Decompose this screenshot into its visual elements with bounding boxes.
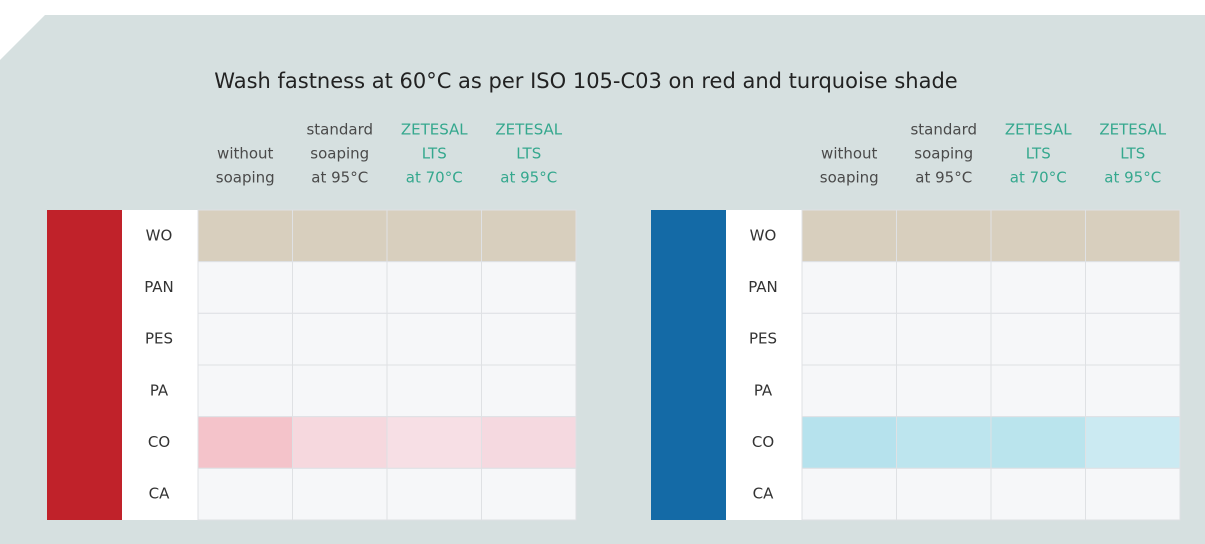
column-header: at 95°C [915,169,972,187]
fabric-swatch [1085,209,1181,263]
column-header: LTS [422,145,447,163]
fabric-swatch [197,261,293,314]
fabric-swatch [197,312,293,366]
fabric-swatch [801,312,897,366]
shade-bar [47,210,122,520]
fabric-swatch [481,467,577,521]
fabric-swatch [481,416,577,469]
row-label: CA [753,485,774,503]
fabric-swatch [481,312,577,366]
row-label: PAN [144,278,174,296]
fabric-swatch [1085,467,1181,521]
fabric-swatch [386,261,482,314]
column-header: at 70°C [1010,169,1067,187]
row-label: CO [148,433,170,451]
fabric-swatch [386,364,482,418]
fabric-swatch [197,416,293,469]
column-header: at 95°C [1104,169,1161,187]
label-column [122,210,198,520]
column-header: soaping [310,145,369,163]
fabric-swatch [990,467,1086,521]
row-label: CO [752,433,774,451]
fabric-swatch [386,416,482,469]
fabric-swatch [896,416,992,469]
column-header: LTS [516,145,541,163]
fabric-swatch [481,261,577,314]
fabric-swatch [481,209,577,263]
fabric-swatch [197,467,293,521]
column-header: at 95°C [500,169,557,187]
fabric-swatch [292,209,388,263]
fabric-swatch [990,261,1086,314]
row-label: CA [149,485,170,503]
column-header: ZETESAL [1099,121,1166,139]
fabric-swatch [292,467,388,521]
fabric-swatch [1085,261,1181,314]
fabric-swatch [990,364,1086,418]
fabric-swatch [896,467,992,521]
fabric-swatch [1085,364,1181,418]
column-header: LTS [1026,145,1051,163]
column-header: standard [910,121,977,139]
row-label: PA [754,381,773,399]
row-label: PES [749,330,777,348]
row-label: PAN [748,278,778,296]
shade-bar [651,210,726,520]
column-header: soaping [216,169,275,187]
fabric-swatch [896,364,992,418]
fabric-swatch [990,312,1086,366]
row-label: WO [146,226,173,244]
column-header: at 70°C [406,169,463,187]
row-label: PA [150,381,169,399]
title: Wash fastness at 60°C as per ISO 105-C03… [214,69,957,93]
fabric-swatch [292,364,388,418]
fabric-swatch [197,209,293,263]
fabric-swatch [386,209,482,263]
column-header: soaping [914,145,973,163]
column-header: ZETESAL [1005,121,1072,139]
fabric-swatch [1085,312,1181,366]
fabric-swatch [386,312,482,366]
fabric-swatch [801,209,897,263]
fabric-swatch [801,261,897,314]
column-header: without [217,145,274,163]
fabric-swatch [386,467,482,521]
fabric-swatch [1085,416,1181,469]
fabric-swatch [292,261,388,314]
fabric-swatch [801,364,897,418]
fabric-swatch [292,416,388,469]
fabric-swatch [801,416,897,469]
fabric-swatch [990,416,1086,469]
column-header: ZETESAL [495,121,562,139]
fabric-swatch [896,261,992,314]
fabric-swatch [896,209,992,263]
column-header: soaping [820,169,879,187]
label-column [726,210,802,520]
column-header: LTS [1120,145,1145,163]
row-label: WO [750,226,777,244]
fabric-swatch [990,209,1086,263]
fabric-swatch [801,467,897,521]
column-header: ZETESAL [401,121,468,139]
fabric-swatch [481,364,577,418]
fabric-swatch [896,312,992,366]
column-header: standard [306,121,373,139]
column-header: without [821,145,878,163]
row-label: PES [145,330,173,348]
column-header: at 95°C [311,169,368,187]
fabric-swatch [292,312,388,366]
fabric-swatch [197,364,293,418]
